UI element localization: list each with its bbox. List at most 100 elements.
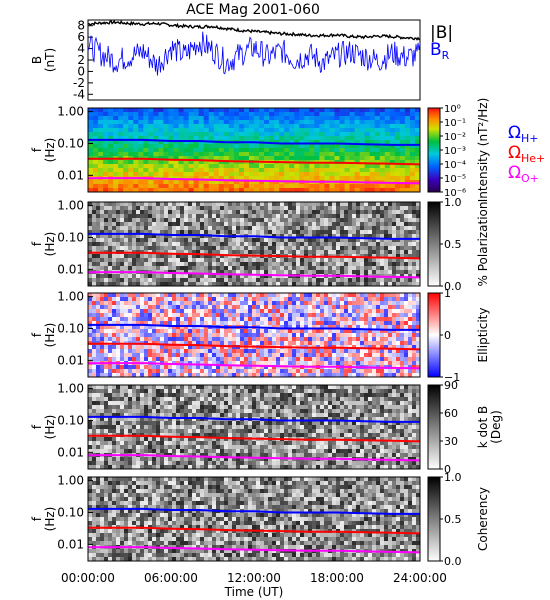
spectrogram-cell (180, 317, 185, 322)
spectrogram-cell (324, 313, 329, 318)
spectrogram-cell (304, 297, 309, 302)
spectrogram-cell (380, 270, 385, 275)
spectrogram-cell (208, 258, 213, 263)
spectrogram-cell (404, 160, 411, 165)
spectrogram-cell (168, 116, 175, 121)
spectrogram-cell (328, 333, 333, 338)
spectrogram-cell (348, 282, 353, 287)
spectrogram-cell (192, 325, 197, 330)
spectrogram-cell (172, 341, 177, 346)
spectrogram-cell (173, 164, 180, 169)
spectrogram-cell (336, 369, 341, 374)
spectrogram-cell (136, 305, 141, 310)
spectrogram-cell (252, 329, 257, 334)
spectrogram-cell (192, 206, 197, 211)
spectrogram-cell (324, 108, 330, 113)
spectrogram-cell (128, 353, 133, 358)
spectrogram-cell (374, 136, 381, 141)
spectrogram-cell (188, 234, 193, 239)
spectrogram-cell (156, 274, 161, 279)
spectrogram-cell (364, 206, 369, 211)
spectrogram-cell (389, 144, 396, 149)
spectrogram-cell (388, 333, 393, 338)
spectrogram-cell (268, 321, 273, 326)
spectrogram-cell (108, 313, 113, 318)
spectrogram-cell (404, 361, 409, 366)
spectrogram-cell (272, 250, 277, 255)
spectrogram-cell (236, 365, 241, 370)
spectrogram-cell (352, 325, 357, 330)
spectrogram-cell (132, 254, 137, 259)
spectrogram-cell (192, 226, 197, 231)
spectrogram-cell (312, 246, 317, 251)
spectrogram-cell (88, 274, 93, 279)
spectrogram-cell (193, 164, 200, 169)
spectrogram-cell (384, 262, 389, 267)
spectrogram-cell (133, 188, 139, 193)
spectrogram-cell (232, 202, 237, 207)
spectrogram-cell (376, 214, 381, 219)
spectrogram-cell (240, 369, 245, 374)
spectrogram-cell (360, 305, 365, 310)
spectrogram-cell (212, 341, 217, 346)
spectrogram-cell (173, 188, 180, 193)
spectrogram-cell (416, 341, 421, 346)
spectrogram-cell (128, 349, 133, 354)
spectrogram-cell (414, 168, 421, 173)
spectrogram-cell (176, 258, 181, 263)
spectrogram-cell (328, 242, 333, 247)
spectrogram-cell (352, 234, 357, 239)
spectrogram-cell (132, 234, 137, 239)
spectrogram-cell (360, 210, 365, 215)
spectrogram-cell (404, 222, 409, 227)
spectrogram-cell (112, 305, 117, 310)
spectrogram-cell (212, 317, 217, 322)
spectrogram-cell (88, 301, 93, 306)
spectrogram-cell (248, 214, 253, 219)
spectrogram-cell (294, 136, 300, 141)
spectrogram-cell (412, 353, 417, 358)
spectrogram-cell (176, 226, 181, 231)
spectrogram-cell (100, 278, 105, 283)
spectrogram-cell (272, 222, 277, 227)
spectrogram-cell (329, 168, 335, 173)
spectrogram-cell (380, 278, 385, 283)
spectrogram-cell (348, 214, 353, 219)
spectrogram-cell (408, 317, 413, 322)
spectrogram-cell (236, 274, 241, 279)
spectrogram-cell (274, 128, 280, 133)
spectrogram-cell (389, 132, 396, 137)
spectrogram-cell (124, 218, 129, 223)
spectrogram-cell (396, 349, 401, 354)
spectrogram-cell (140, 305, 145, 310)
spectrogram-cell (160, 210, 165, 215)
spectrogram-cell (243, 168, 250, 173)
spectrogram-cell (248, 365, 253, 370)
spectrogram-cell (354, 132, 361, 137)
spectrogram-cell (193, 140, 200, 145)
colorbar-tick-label: 10⁰ (444, 104, 461, 115)
spectrogram-cell (103, 140, 109, 145)
spectrogram-cell (264, 226, 269, 231)
spectrogram-cell (348, 297, 353, 302)
spectrogram-cell (240, 282, 245, 287)
spectrogram-cell (300, 297, 305, 302)
spectrogram-cell (168, 353, 173, 358)
spectrogram-cell (176, 357, 181, 362)
spectrogram-cell (128, 297, 133, 302)
spectrogram-cell (344, 176, 351, 181)
spectrogram-cell (280, 206, 285, 211)
spectrogram-cell (216, 210, 221, 215)
spectrogram-cell (264, 112, 270, 117)
spectrogram-cell (152, 218, 157, 223)
spectrogram-cell (140, 210, 145, 215)
spectrogram-cell (224, 262, 229, 267)
spectrogram-cell (352, 349, 357, 354)
spectrogram-cell (132, 262, 137, 267)
spectrogram-cell (116, 222, 121, 227)
spectrogram-cell (292, 305, 297, 310)
spectrogram-cell (284, 238, 289, 243)
spectrogram-cell (132, 242, 137, 247)
spectrogram-cell (296, 238, 301, 243)
spectrogram-cell (416, 293, 421, 298)
